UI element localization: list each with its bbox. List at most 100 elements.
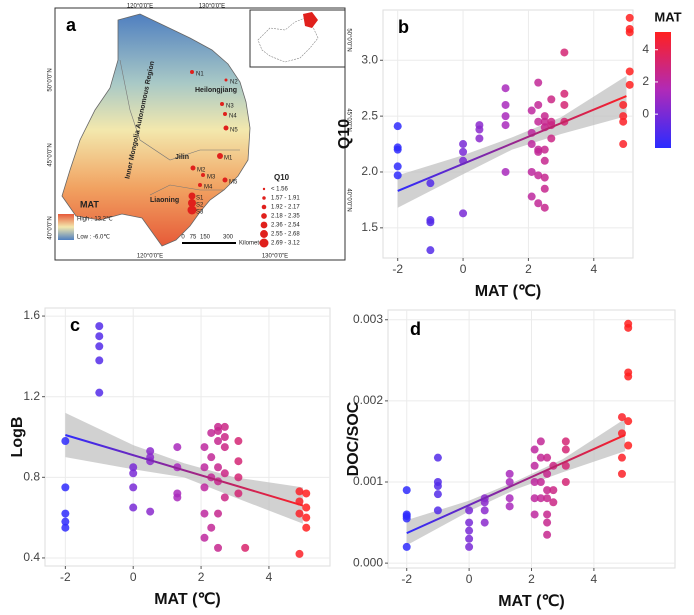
q10-legend-symbol [262, 187, 266, 191]
lon-label: 130°0'0"E [262, 254, 288, 260]
data-point [560, 48, 569, 57]
y-tick-label: 1.6 [23, 308, 40, 322]
q10-legend-symbol [261, 213, 267, 219]
data-point [543, 494, 552, 503]
scale-label: 0 [181, 235, 185, 241]
x-tick-label: -2 [392, 262, 403, 276]
data-point [561, 461, 570, 470]
y-tick-label: 2.5 [361, 108, 378, 122]
inset-frame [249, 9, 346, 68]
data-point [129, 483, 138, 492]
x-axis-title: MAT (℃) [154, 591, 221, 608]
x-tick-label: -2 [60, 570, 71, 584]
data-point [536, 478, 545, 486]
data-point [527, 140, 536, 149]
data-point [475, 134, 484, 143]
mat-legend-high: High : 13.2℃ [77, 217, 113, 223]
y-axis-title: LogB [9, 417, 26, 458]
data-point [465, 526, 474, 535]
site-marker [220, 102, 224, 106]
data-point [433, 482, 442, 491]
site-label: N5 [230, 128, 238, 134]
data-point [433, 506, 442, 515]
site-label: M2 [197, 168, 206, 174]
site-label: M3 [207, 175, 216, 181]
data-point [534, 117, 543, 126]
data-point [61, 483, 70, 492]
data-point [530, 461, 539, 470]
data-point [536, 494, 545, 503]
data-point [624, 417, 633, 426]
x-tick-label: 0 [460, 262, 467, 276]
q10-legend-label: 1.92 - 2.17 [271, 205, 300, 211]
panel-label: d [410, 319, 421, 339]
site-label: N2 [230, 80, 238, 86]
data-point [459, 209, 468, 218]
data-point [95, 356, 104, 365]
data-point [393, 145, 402, 154]
data-point [540, 203, 549, 212]
data-point [214, 426, 223, 435]
data-point [214, 543, 223, 552]
x-tick-label: 2 [525, 262, 532, 276]
q10-legend-label: < 1.56 [271, 187, 289, 193]
site-label: M4 [204, 185, 213, 191]
site-marker [223, 125, 229, 131]
lat-label: 40°0'0"N [48, 216, 54, 239]
fit-line [406, 434, 626, 535]
data-point [234, 457, 243, 466]
data-point [393, 122, 402, 131]
site-marker [188, 192, 196, 200]
data-point [214, 437, 223, 446]
region-label: Heilongjiang [195, 87, 237, 94]
data-point [501, 112, 510, 121]
colorbar-tick-label: 4 [642, 42, 649, 56]
lon-label: 120°0'0"E [127, 4, 153, 10]
data-point [220, 443, 229, 452]
site-marker [198, 183, 202, 187]
data-point [617, 453, 626, 462]
data-point [234, 473, 243, 482]
site-label: S2 [196, 203, 204, 209]
x-tick-label: 0 [466, 572, 473, 586]
data-point [465, 534, 474, 543]
region-label: Liaoning [150, 197, 179, 204]
data-point [561, 445, 570, 454]
data-point [61, 437, 70, 446]
data-point [61, 509, 70, 518]
data-point [619, 100, 628, 109]
lat-label: 45°0'0"N [345, 108, 351, 131]
data-point [295, 487, 304, 496]
data-point [540, 117, 549, 126]
colorbar-tick-label: 2 [642, 74, 649, 88]
data-point [295, 549, 304, 558]
site-label: S1 [196, 196, 204, 202]
data-point [480, 518, 489, 527]
y-tick-label: 0.8 [23, 469, 40, 483]
y-tick-label: 0.002 [353, 393, 383, 407]
site-marker [217, 153, 223, 159]
site-marker [222, 177, 228, 183]
data-point [95, 332, 104, 341]
data-point [200, 509, 209, 518]
data-point [534, 147, 543, 156]
data-point [560, 100, 569, 109]
data-point [95, 322, 104, 331]
data-point [459, 140, 468, 149]
inset-china [257, 17, 319, 63]
data-point [619, 140, 628, 149]
region-label: Jilin [175, 154, 189, 161]
data-point [560, 89, 569, 98]
fit-line [397, 95, 627, 192]
x-axis-title: MAT (℃) [498, 593, 565, 610]
site-label: N4 [229, 114, 237, 120]
data-point [146, 447, 155, 456]
site-label: N3 [226, 104, 234, 110]
data-point [619, 117, 628, 126]
scale-unit: Kilometers [239, 241, 267, 247]
q10-legend-label: 1.57 - 1.91 [271, 196, 300, 202]
data-point [536, 453, 545, 462]
data-point [625, 80, 634, 89]
data-point [200, 533, 209, 542]
